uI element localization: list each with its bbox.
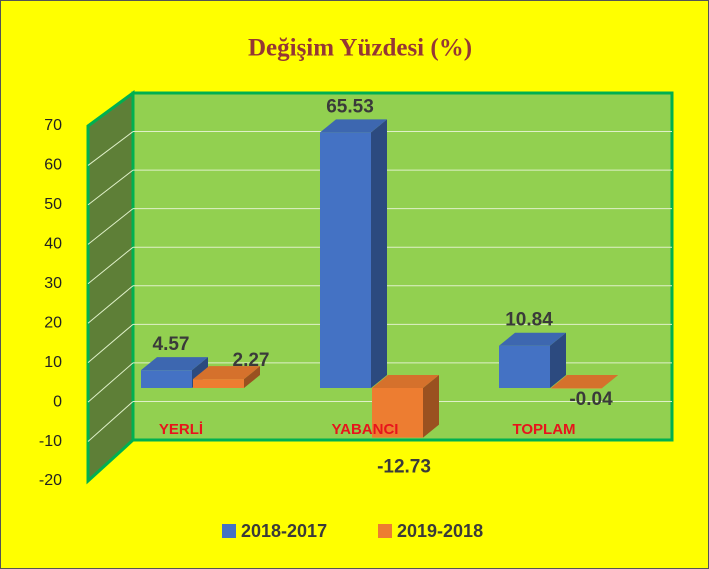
y-tick-label: -20 xyxy=(39,472,62,489)
bar xyxy=(499,345,550,388)
grid-line xyxy=(87,362,134,403)
grid-line xyxy=(87,285,134,324)
grid-line xyxy=(87,169,134,206)
bar-top xyxy=(193,366,260,380)
y-tick-label: 40 xyxy=(44,236,62,253)
category-label: YERLİ xyxy=(159,421,203,438)
grid-line xyxy=(87,246,134,285)
y-tick-label: 30 xyxy=(44,275,62,292)
bar-side xyxy=(550,332,566,388)
data-label: -0.04 xyxy=(569,389,613,410)
legend-swatch xyxy=(378,524,392,538)
data-label: -12.73 xyxy=(377,457,431,478)
bar xyxy=(193,379,244,388)
grid-line xyxy=(87,323,134,364)
bar xyxy=(320,132,371,388)
y-tick-label: 0 xyxy=(53,393,62,410)
bar-top xyxy=(551,375,618,388)
data-label: 2.27 xyxy=(233,350,270,371)
bar-top xyxy=(320,119,387,133)
y-tick-label: 60 xyxy=(44,157,62,174)
bar-top xyxy=(372,375,439,388)
y-tick-label: 70 xyxy=(44,117,62,134)
bar-top xyxy=(141,357,208,371)
bar xyxy=(551,388,602,389)
y-tick-label: 20 xyxy=(44,314,62,331)
bar-side xyxy=(602,375,618,389)
bar xyxy=(372,388,423,438)
category-label: TOPLAM xyxy=(512,421,575,438)
bar-side xyxy=(371,119,387,389)
data-label: 65.53 xyxy=(326,96,374,117)
legend-label: 2019-2018 xyxy=(397,521,483,541)
bar-top xyxy=(499,332,566,346)
y-tick-label: 50 xyxy=(44,196,62,213)
category-label: YABANCI xyxy=(332,421,399,438)
bar-side xyxy=(423,375,439,438)
chart-title: Değişim Yüzdesi (%) xyxy=(248,35,472,62)
legend-swatch xyxy=(222,524,236,538)
bar xyxy=(141,370,192,388)
y-tick-label: -10 xyxy=(39,433,62,450)
grid-line xyxy=(87,401,134,442)
bar-side xyxy=(244,366,260,388)
grid-line xyxy=(87,131,134,166)
data-label: 4.57 xyxy=(153,334,190,355)
legend-label: 2018-2017 xyxy=(241,521,327,541)
grid-line xyxy=(87,208,134,245)
side-wall xyxy=(86,90,135,485)
y-tick-label: 10 xyxy=(44,354,62,371)
data-label: 10.84 xyxy=(505,310,553,331)
